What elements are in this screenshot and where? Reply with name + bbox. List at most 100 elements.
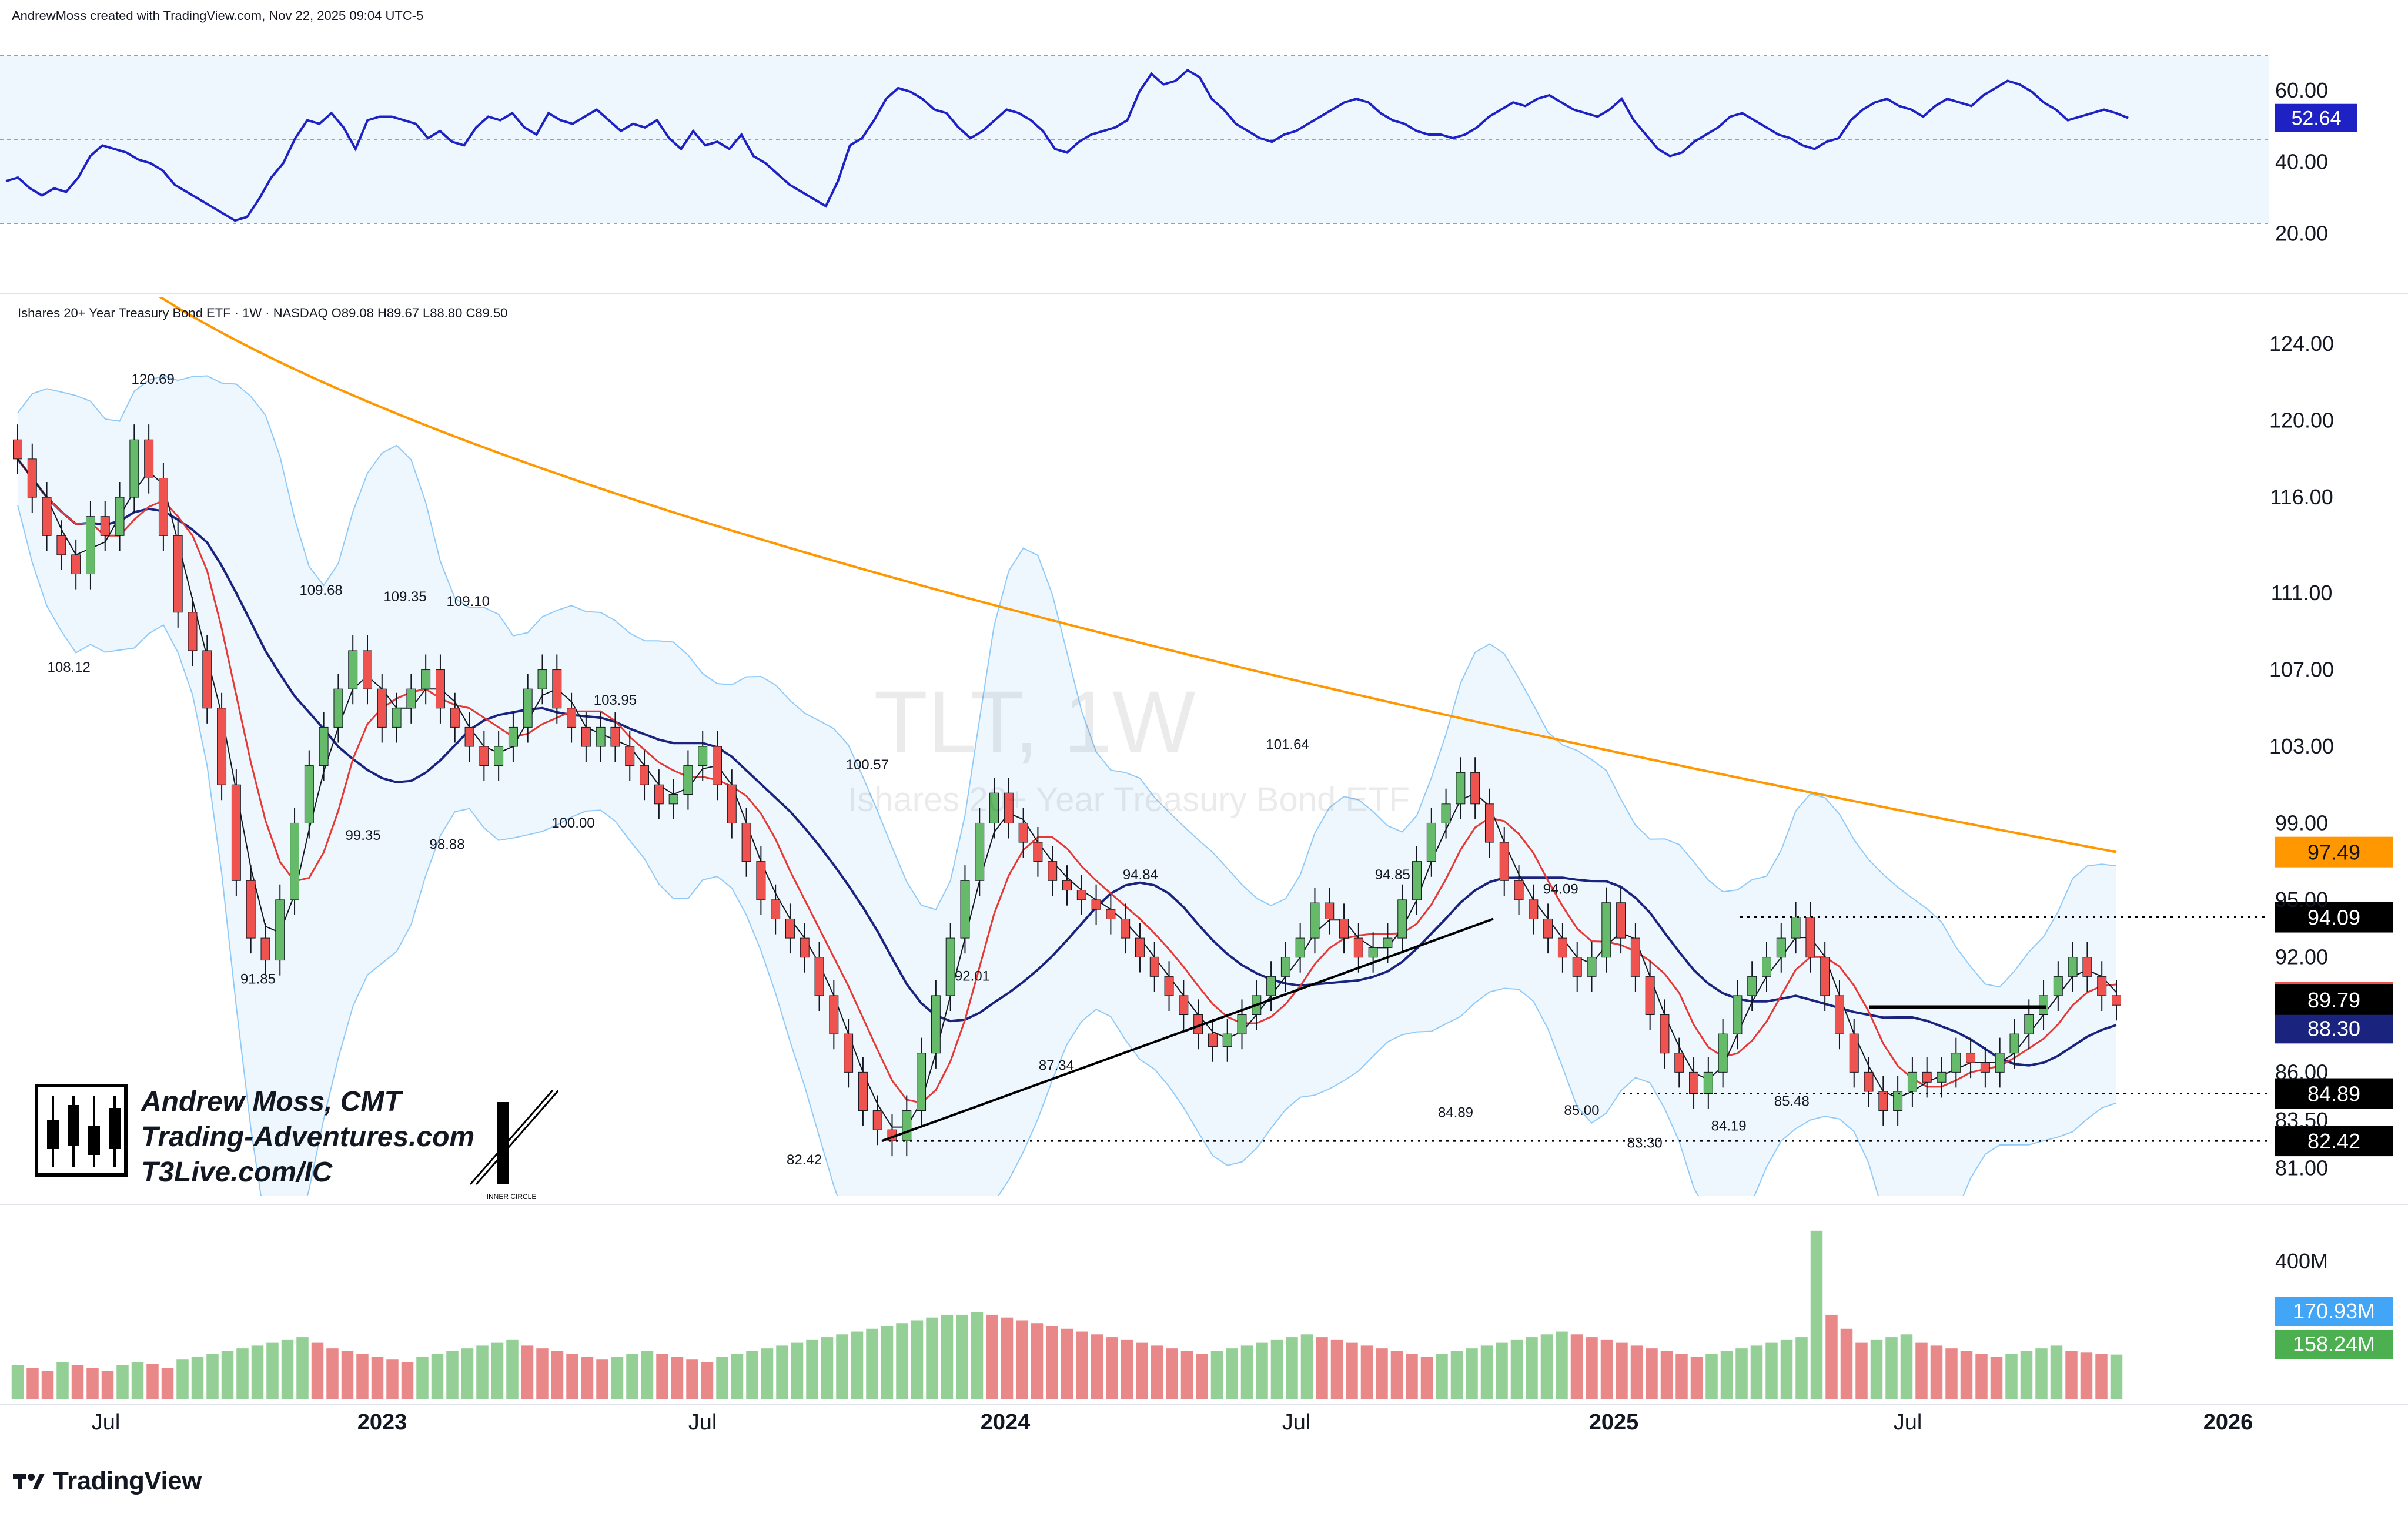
- volume-bar: [821, 1337, 834, 1399]
- price-axis-tick: 99.00: [2275, 811, 2328, 835]
- tradingview-logo[interactable]: TradingView: [13, 1466, 202, 1496]
- volume-bar: [356, 1354, 369, 1399]
- candle-body: [1484, 803, 1494, 843]
- symbol-info: Ishares 20+ Year Treasury Bond ETF · 1W …: [18, 306, 507, 320]
- volume-bar: [1001, 1317, 1014, 1399]
- volume-bar: [1390, 1351, 1403, 1399]
- volume-bar: [521, 1345, 534, 1399]
- candle-body: [2112, 995, 2121, 1006]
- candle-body: [1718, 1033, 1728, 1073]
- swing-labels: 120.69 108.12 91.85 109.68 99.35 109.35 98.88 1…: [48, 371, 1810, 1168]
- candle-body: [989, 792, 999, 823]
- volume-bar: [1466, 1348, 1478, 1399]
- candles-logo-icon: [35, 1084, 128, 1177]
- candle-body: [1660, 1014, 1670, 1054]
- volume-bar: [311, 1342, 324, 1399]
- swing-label: 109.10: [447, 594, 490, 610]
- candle-body: [1980, 1062, 1990, 1073]
- candle-body: [1383, 937, 1393, 948]
- volume-bar: [1570, 1334, 1583, 1399]
- rsi-last-value: 52.64: [2291, 108, 2341, 130]
- candle-body: [1325, 902, 1335, 919]
- price-panel: 94.09 84.89 82.42 120.69 108.12 91.85 109.68 9…: [13, 297, 2393, 1196]
- candle-body: [1893, 1091, 1903, 1111]
- volume-bar: [1630, 1345, 1643, 1399]
- candle-body: [1004, 792, 1014, 823]
- price-axis-tick: 81.00: [2275, 1156, 2328, 1180]
- candle-body: [1499, 842, 1509, 881]
- volume-bar: [626, 1354, 638, 1399]
- volume-bar: [1870, 1339, 1883, 1399]
- volume-bar: [1210, 1351, 1223, 1399]
- volume-bar: [716, 1357, 728, 1399]
- candle-body: [1937, 1071, 1947, 1083]
- candle-body: [1674, 1053, 1684, 1073]
- swing-label: 91.85: [240, 972, 276, 987]
- level-badge-label: 84.89: [2307, 1082, 2360, 1106]
- candle-body: [902, 1110, 912, 1141]
- volume-bar: [161, 1368, 174, 1399]
- candle-body: [1529, 899, 1539, 919]
- volume-bar: [1376, 1348, 1388, 1399]
- inner-circle-icon: INNER CIRCLE: [469, 1090, 560, 1201]
- candle-body: [304, 765, 314, 823]
- swing-label: 109.35: [383, 589, 426, 605]
- volume-bar: [2035, 1348, 2048, 1399]
- time-axis-tick: Jul: [92, 1410, 121, 1435]
- volume-bar: [86, 1368, 99, 1399]
- candle-body: [785, 918, 795, 939]
- volume-bar: [1765, 1342, 1778, 1399]
- swing-label: 101.64: [1266, 736, 1309, 752]
- ema-20-line: [16, 458, 2117, 1104]
- volume-bar: [1256, 1342, 1268, 1399]
- candle-body: [581, 726, 591, 747]
- time-axis-tick: Jul: [688, 1410, 717, 1435]
- candle-body: [1572, 957, 1582, 977]
- candle-body: [144, 439, 154, 478]
- candle-body: [1121, 918, 1131, 939]
- volume-bar: [41, 1371, 54, 1399]
- volume-bar: [116, 1365, 129, 1399]
- time-axis: Jul 2023 Jul 2024 Jul 2025 Jul 2026: [92, 1410, 2253, 1435]
- support-trendline[interactable]: [881, 917, 1494, 1142]
- candle-body: [2082, 957, 2092, 977]
- candle-body: [945, 937, 955, 996]
- candle-body: [1091, 899, 1101, 910]
- volume-ma-label: 170.93M: [2293, 1299, 2375, 1323]
- signature-website[interactable]: Trading-Adventures.com: [141, 1121, 475, 1153]
- volume-bar: [671, 1357, 684, 1399]
- volume-bar: [1360, 1345, 1373, 1399]
- ma-badge: [2275, 1013, 2393, 1044]
- volume-bar: [1690, 1357, 1703, 1399]
- candle-body: [1179, 995, 1189, 1016]
- signature-site2[interactable]: T3Live.com/IC: [141, 1157, 333, 1188]
- tradingview-icon: [13, 1474, 45, 1489]
- candle-body: [1397, 899, 1407, 939]
- volume-bar: [566, 1354, 578, 1399]
- volume-axis-tick: 400M: [2275, 1249, 2328, 1273]
- candle-body: [1689, 1071, 1699, 1094]
- candle-body: [246, 880, 256, 939]
- candle-body: [173, 535, 183, 613]
- volume-bar: [461, 1348, 474, 1399]
- candle-body: [1587, 957, 1597, 977]
- level-badge: [2275, 1126, 2393, 1157]
- swing-label: 103.95: [594, 692, 637, 708]
- volume-bar: [71, 1365, 84, 1399]
- price-axis-tick: 86.00: [2275, 1060, 2328, 1084]
- candle-body: [552, 669, 562, 709]
- candle-body: [1266, 976, 1276, 996]
- volume-bar: [1406, 1354, 1418, 1399]
- volume-bar: [1196, 1354, 1208, 1399]
- candle-body: [56, 535, 66, 555]
- volume-bar: [1720, 1351, 1733, 1399]
- volume-bar: [956, 1314, 968, 1399]
- candle-body: [1645, 976, 1655, 1016]
- volume-bar: [56, 1362, 69, 1399]
- volume-bar: [1600, 1339, 1613, 1399]
- volume-bar: [866, 1328, 878, 1399]
- volume-bar: [1586, 1337, 1598, 1399]
- footer: TradingView: [0, 1446, 2408, 1517]
- volume-bar: [176, 1359, 189, 1399]
